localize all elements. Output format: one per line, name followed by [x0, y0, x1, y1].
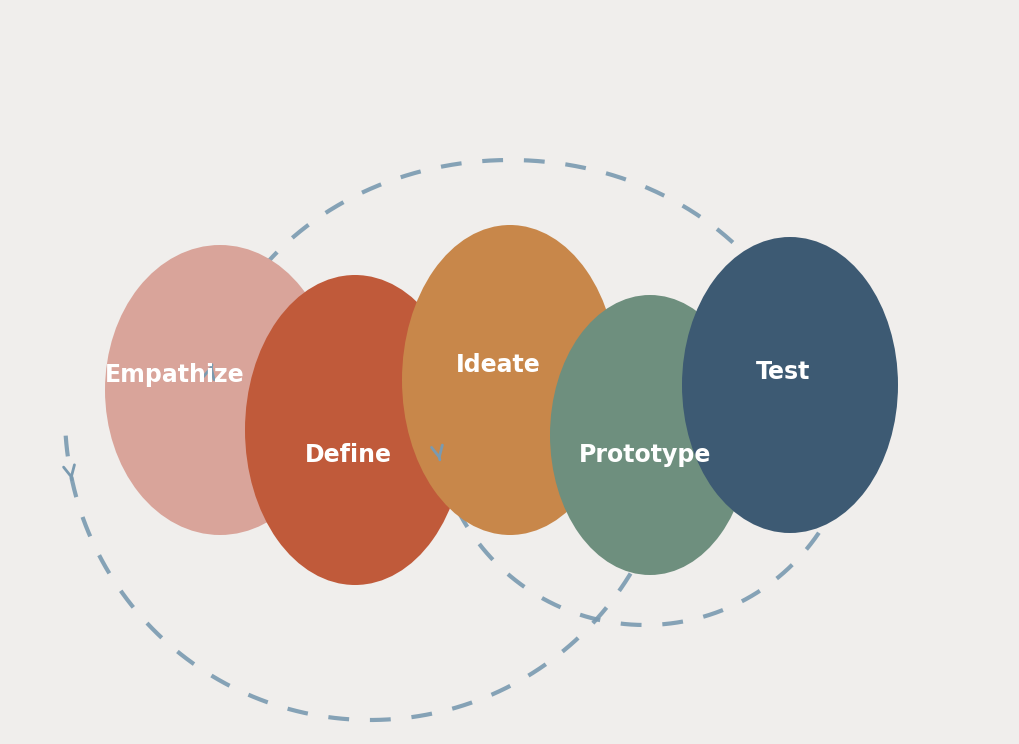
Text: Empathize: Empathize — [105, 363, 245, 387]
Ellipse shape — [403, 225, 618, 535]
Ellipse shape — [105, 245, 335, 535]
Ellipse shape — [245, 275, 465, 585]
Text: Define: Define — [305, 443, 391, 467]
Text: Test: Test — [756, 360, 810, 384]
Ellipse shape — [550, 295, 750, 575]
Ellipse shape — [682, 237, 898, 533]
Text: Ideate: Ideate — [455, 353, 540, 377]
Text: Prototype: Prototype — [579, 443, 711, 467]
